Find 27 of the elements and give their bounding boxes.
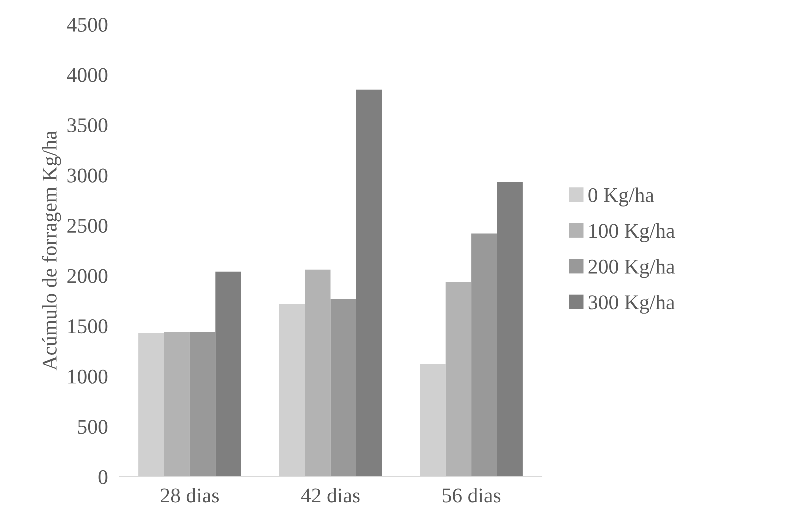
bar: [216, 272, 242, 477]
y-tick-label: 0: [98, 470, 108, 484]
x-tick-label: 42 dias: [301, 488, 360, 503]
bar: [190, 332, 216, 477]
y-tick-label: 2500: [68, 219, 108, 234]
bar: [446, 282, 472, 477]
bar: [164, 332, 190, 477]
legend-label: 0 Kg/ha: [588, 188, 654, 207]
bar: [356, 90, 382, 477]
bar: [472, 234, 498, 477]
legend-label: 300 Kg/ha: [588, 294, 675, 314]
y-tick-label: 500: [78, 420, 108, 434]
y-tick-label: 4000: [67, 68, 108, 82]
y-tick-label: 1000: [68, 370, 108, 384]
y-axis-title: Acúmulo de forragem Kg/ha: [42, 131, 62, 371]
bar: [330, 299, 356, 477]
y-tick-label: 4500: [67, 18, 108, 32]
legend-label: 100 Kg/ha: [590, 223, 675, 242]
legend-label: 200 Kg/ha: [588, 259, 675, 278]
bar: [497, 182, 523, 477]
y-tick-label: 3000: [68, 168, 108, 183]
y-tick-label: 1500: [68, 320, 108, 334]
bar: [305, 270, 331, 477]
y-tick-label: 2000: [68, 269, 108, 284]
x-tick-label: 56 dias: [442, 488, 501, 503]
x-tick-label: 28 dias: [161, 488, 219, 503]
y-tick-label: 3500: [68, 118, 108, 133]
